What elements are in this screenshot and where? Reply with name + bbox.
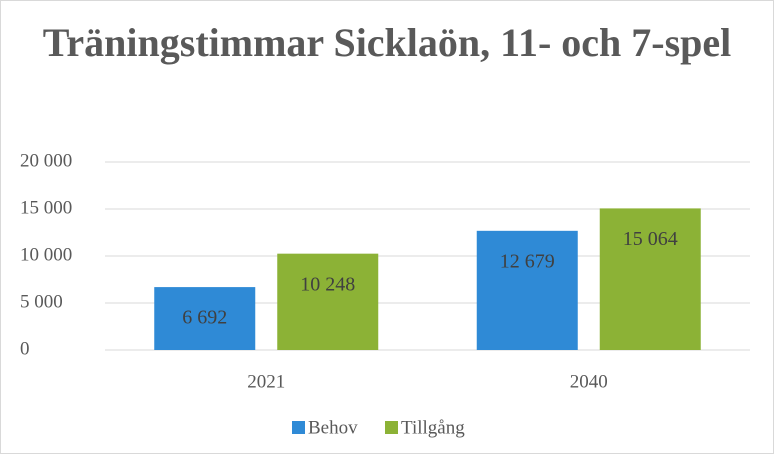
bar (476, 230, 578, 350)
legend-swatch (292, 421, 305, 434)
data-label: 6 692 (182, 307, 227, 329)
data-label: 15 064 (623, 228, 678, 250)
bar (277, 253, 379, 350)
data-label: 12 679 (500, 250, 555, 272)
x-tick-label: 2040 (570, 371, 608, 392)
legend-label: Behov (308, 417, 358, 438)
y-tick-label: 15 000 (20, 197, 72, 218)
x-tick-label: 2021 (247, 371, 285, 392)
legend-swatch (385, 421, 398, 434)
y-tick-label: 5 000 (20, 291, 63, 312)
legend-label: Tillgång (401, 417, 465, 438)
bar (599, 208, 701, 350)
y-tick-label: 0 (20, 338, 30, 359)
data-label: 10 248 (300, 273, 355, 295)
y-tick-label: 20 000 (20, 150, 72, 171)
chart-title: Träningstimmar Sicklaön, 11- och 7-spel (42, 20, 732, 65)
bar (154, 287, 256, 350)
y-tick-label: 10 000 (20, 244, 72, 265)
